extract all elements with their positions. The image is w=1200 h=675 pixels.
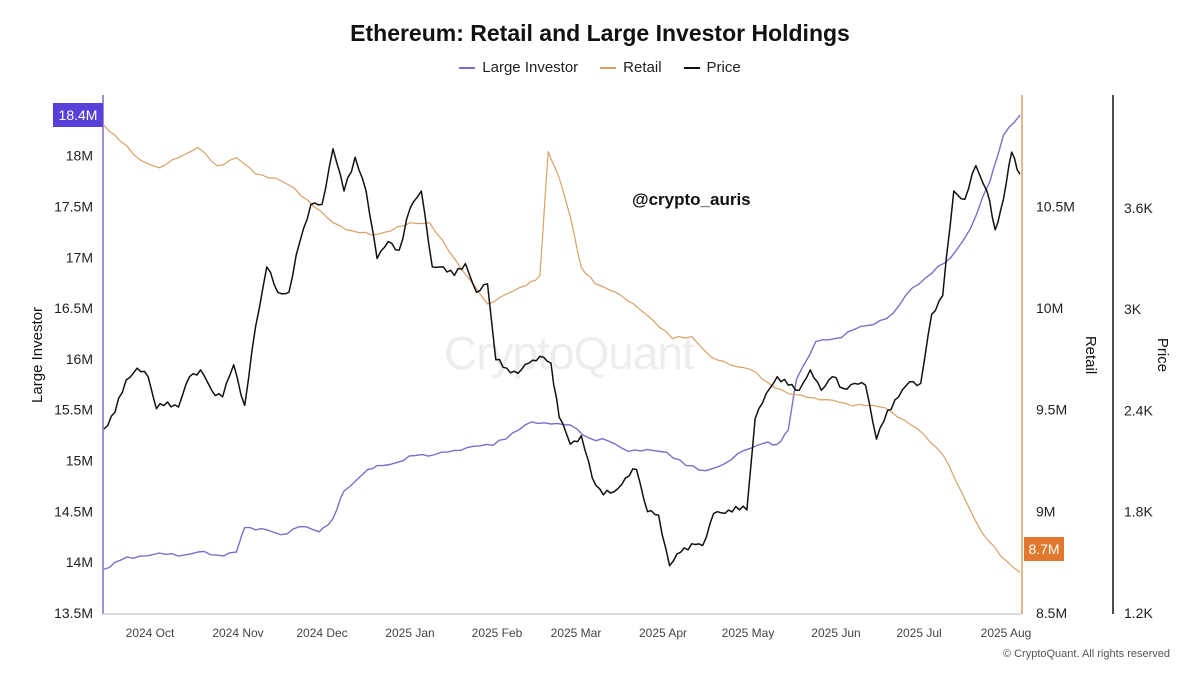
y-tick-price: 1.2K (1124, 605, 1153, 621)
legend: Large Investor Retail Price (0, 59, 1200, 76)
series-line-retail (103, 124, 1021, 573)
x-tick-label: 2025 Jul (896, 626, 941, 640)
badge-large-investor-text: 18.4M (59, 107, 98, 123)
chart-title: Ethereum: Retail and Large Investor Hold… (350, 20, 850, 46)
y-tick-price: 3K (1124, 301, 1142, 317)
y-tick-large-investor: 15.5M (54, 402, 93, 418)
y-tick-price: 3.6K (1124, 200, 1153, 216)
x-tick-label: 2024 Dec (296, 626, 347, 640)
x-tick-label: 2025 Mar (551, 626, 602, 640)
y-tick-large-investor: 14.5M (54, 503, 93, 519)
y-tick-large-investor: 17M (66, 249, 93, 265)
legend-swatch-price (683, 66, 700, 69)
axis-title-price: Price (1154, 338, 1171, 372)
x-tick-label: 2025 Jan (385, 626, 434, 640)
x-tick-label: 2024 Oct (126, 626, 175, 640)
legend-swatch-large-investor (459, 66, 476, 69)
x-tick-label: 2025 May (722, 626, 775, 640)
y-tick-large-investor: 17.5M (54, 198, 93, 214)
badge-retail-current (1024, 537, 1064, 561)
y-tick-large-investor: 18M (66, 148, 93, 164)
series-line-large-investor (103, 114, 1021, 570)
axis-title-retail: Retail (1082, 336, 1099, 374)
y-tick-large-investor: 16.5M (54, 300, 93, 316)
series-line-price (103, 148, 1021, 567)
x-tick-label: 2025 Jun (811, 626, 860, 640)
legend-item-retail[interactable]: Retail (600, 59, 662, 76)
y-tick-price: 2.4K (1124, 402, 1153, 418)
legend-label-large-investor: Large Investor (482, 59, 579, 76)
y-tick-large-investor: 15M (66, 453, 93, 469)
x-tick-label: 2025 Aug (981, 626, 1032, 640)
author-handle: @crypto_auris (632, 190, 751, 209)
axis-title-large-investor: Large Investor (29, 307, 46, 403)
x-tick-label: 2025 Feb (472, 626, 523, 640)
legend-swatch-retail (600, 66, 617, 69)
copyright-notice: © CryptoQuant. All rights reserved (1002, 648, 1170, 660)
y-tick-retail: 10.5M (1036, 198, 1075, 214)
y-tick-large-investor: 16M (66, 351, 93, 367)
y-tick-price: 1.8K (1124, 504, 1153, 520)
legend-item-large-investor[interactable]: Large Investor (459, 59, 578, 76)
x-tick-label: 2025 Apr (639, 626, 687, 640)
y-tick-retail: 9M (1036, 503, 1055, 519)
y-tick-retail: 9.5M (1036, 402, 1067, 418)
legend-item-price[interactable]: Price (683, 59, 741, 76)
watermark: CryptoQuant (444, 327, 695, 379)
y-tick-large-investor: 13.5M (54, 605, 93, 621)
x-tick-label: 2024 Nov (212, 626, 263, 640)
y-tick-retail: 10M (1036, 300, 1063, 316)
badge-large-investor-current (53, 103, 103, 127)
badge-retail-text: 8.7M (1028, 541, 1059, 557)
y-tick-large-investor: 14M (66, 554, 93, 570)
y-tick-retail: 8.5M (1036, 605, 1067, 621)
legend-label-price: Price (706, 59, 741, 76)
legend-label-retail: Retail (623, 59, 662, 76)
